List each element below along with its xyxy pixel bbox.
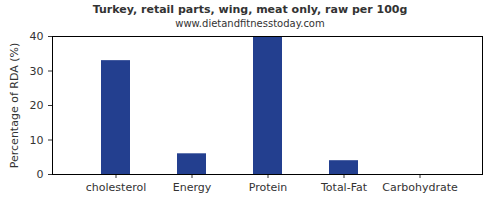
svg-text:Total-Fat: Total-Fat [320, 181, 368, 194]
svg-text:Percentage of RDA (%): Percentage of RDA (%) [8, 43, 21, 168]
html-text:www.dietandfitnesstoday.com: www.dietandfitnesstoday.com [175, 18, 325, 29]
svg-text:30: 30 [30, 65, 44, 78]
svg-text:0: 0 [37, 168, 44, 181]
svg-text:40: 40 [30, 30, 44, 43]
svg-text:20: 20 [30, 99, 44, 112]
svg-text:Protein: Protein [249, 181, 288, 194]
svg-text:Energy: Energy [173, 181, 212, 194]
svg-text:cholesterol: cholesterol [86, 181, 146, 194]
html-text:Turkey, retail parts, wing, me: Turkey, retail parts, wing, meat only, r… [92, 3, 408, 16]
svg-text:10: 10 [30, 134, 44, 147]
svg-text:Carbohydrate: Carbohydrate [382, 181, 458, 194]
